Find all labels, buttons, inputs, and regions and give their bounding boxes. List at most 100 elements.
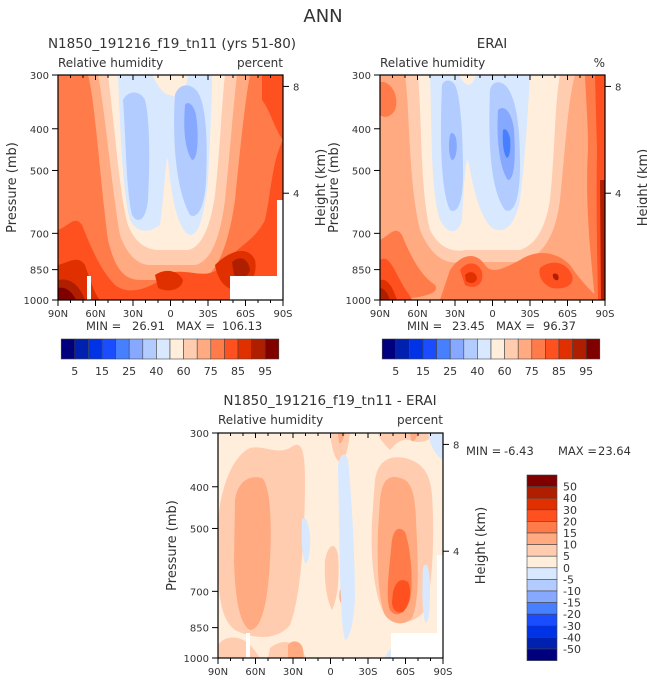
y-tick-label: 300 <box>190 429 209 440</box>
contour-fill <box>422 564 430 623</box>
x-tick-label: 60N <box>85 309 105 320</box>
x-tick-label: 90N <box>370 309 390 320</box>
colorbar-swatch <box>526 532 558 545</box>
colorbar-label: -30 <box>563 620 581 633</box>
colorbar-swatch <box>422 338 437 360</box>
contour-fill <box>552 273 559 281</box>
colorbar-swatch <box>526 555 558 569</box>
colorbar-swatch <box>585 338 601 360</box>
colorbar-swatch <box>88 338 103 360</box>
colorbar-swatch <box>115 338 130 360</box>
colorbar-swatch <box>237 338 252 360</box>
contour-fill <box>380 81 397 117</box>
x-tick-label: 0 <box>327 667 333 678</box>
contour-fill <box>338 454 355 640</box>
colorbar-swatch <box>526 567 558 580</box>
min-label: MIN = <box>466 444 501 458</box>
colorbar-swatch <box>395 338 410 360</box>
colorbar-swatch <box>60 338 76 360</box>
contour-fill <box>123 92 150 220</box>
colorbar-label: -15 <box>563 597 581 610</box>
variable-label: Relative humidity <box>380 56 485 70</box>
y-axis-label: Pressure (mb) <box>165 500 180 591</box>
colorbar-swatch <box>526 590 558 603</box>
colorbar-label: 40 <box>563 492 577 505</box>
colorbar-swatch <box>251 338 266 360</box>
panel-obs: ERAI Relative humidity % <box>327 36 647 320</box>
y-tick-label: 500 <box>352 166 371 177</box>
colorbar-swatch <box>526 544 558 557</box>
x-tick-label: 60S <box>558 309 577 320</box>
panel-title: N1850_191216_f19_tn11 - ERAI <box>223 393 436 409</box>
y-axis-label: Pressure (mb) <box>5 142 20 233</box>
contour-field <box>380 75 605 300</box>
units-label: percent <box>237 56 283 70</box>
x-tick-label: 60S <box>396 667 415 678</box>
colorbar-swatch <box>409 338 424 360</box>
colorbar-swatch <box>526 474 558 487</box>
x-tick-label: 60N <box>245 667 265 678</box>
colorbar-label: 15 <box>416 365 430 378</box>
colorbar-label: 15 <box>95 365 109 378</box>
max-value: 106.13 <box>222 319 262 333</box>
colorbar-swatch <box>210 338 225 360</box>
colorbar-swatch <box>169 338 184 360</box>
colorbar-swatch <box>526 637 558 650</box>
colorbar-swatch <box>558 338 573 360</box>
colorbar-swatch <box>224 338 239 360</box>
x-tick-label: 90N <box>208 667 228 678</box>
min-value: -6.43 <box>504 444 534 458</box>
colorbar-swatch <box>572 338 587 360</box>
colorbar-label: 25 <box>122 365 136 378</box>
colorbar-swatch <box>490 338 505 360</box>
colorbar-label: 85 <box>552 365 566 378</box>
y-tick-label: 850 <box>352 266 371 277</box>
units-label: % <box>594 56 605 70</box>
colorbar-swatch <box>463 338 478 360</box>
colorbar-swatch <box>449 338 465 360</box>
x-tick-label: 90N <box>48 309 68 320</box>
x-tick-label: 60S <box>236 309 255 320</box>
colorbar-swatch <box>477 338 492 360</box>
contour-fill <box>448 133 457 160</box>
colorbar-label: 95 <box>579 365 593 378</box>
y2-tick-label: 8 <box>293 82 299 93</box>
colorbar-label: 40 <box>470 365 484 378</box>
x-tick-label: 90S <box>433 667 452 678</box>
colorbar-label: 95 <box>258 365 272 378</box>
x-tick-label: 30N <box>283 667 303 678</box>
y-tick-label: 400 <box>30 125 49 136</box>
y2-tick-label: 4 <box>615 189 621 200</box>
colorbar-label: 85 <box>231 365 245 378</box>
x-tick-label: 90S <box>595 309 614 320</box>
contour-fill <box>502 129 511 158</box>
contour-fill <box>288 641 304 658</box>
y2-tick-label: 8 <box>453 440 459 451</box>
x-tick-label: 60N <box>407 309 427 320</box>
colorbar-swatch <box>101 338 116 360</box>
colorbar-swatch <box>128 338 144 360</box>
x-tick-label: 0 <box>489 309 495 320</box>
max-label: MAX = <box>558 444 597 458</box>
colorbar-swatch <box>526 579 558 592</box>
panel-title: N1850_191216_f19_tn11 (yrs 51-80) <box>48 36 296 52</box>
missing-data <box>87 276 91 300</box>
colorbar-swatch <box>504 338 519 360</box>
colorbar-swatch <box>526 613 558 627</box>
colorbar-swatch <box>526 497 558 511</box>
y2-axis-label: Height (km) <box>474 507 489 584</box>
y-tick-label: 700 <box>30 229 49 240</box>
y-axis-label: Pressure (mb) <box>327 142 342 233</box>
season-title: ANN <box>303 6 342 27</box>
y-tick-label: 300 <box>30 71 49 82</box>
colorbar-label: -5 <box>563 573 574 586</box>
min-label: MIN = <box>86 319 121 333</box>
y-tick-label: 300 <box>352 71 371 82</box>
contour-fill <box>410 433 418 442</box>
contour-fill <box>600 180 605 300</box>
y2-tick-label: 4 <box>293 189 299 200</box>
y-tick-label: 500 <box>30 166 49 177</box>
y-tick-label: 700 <box>352 229 371 240</box>
missing-data <box>246 633 250 658</box>
